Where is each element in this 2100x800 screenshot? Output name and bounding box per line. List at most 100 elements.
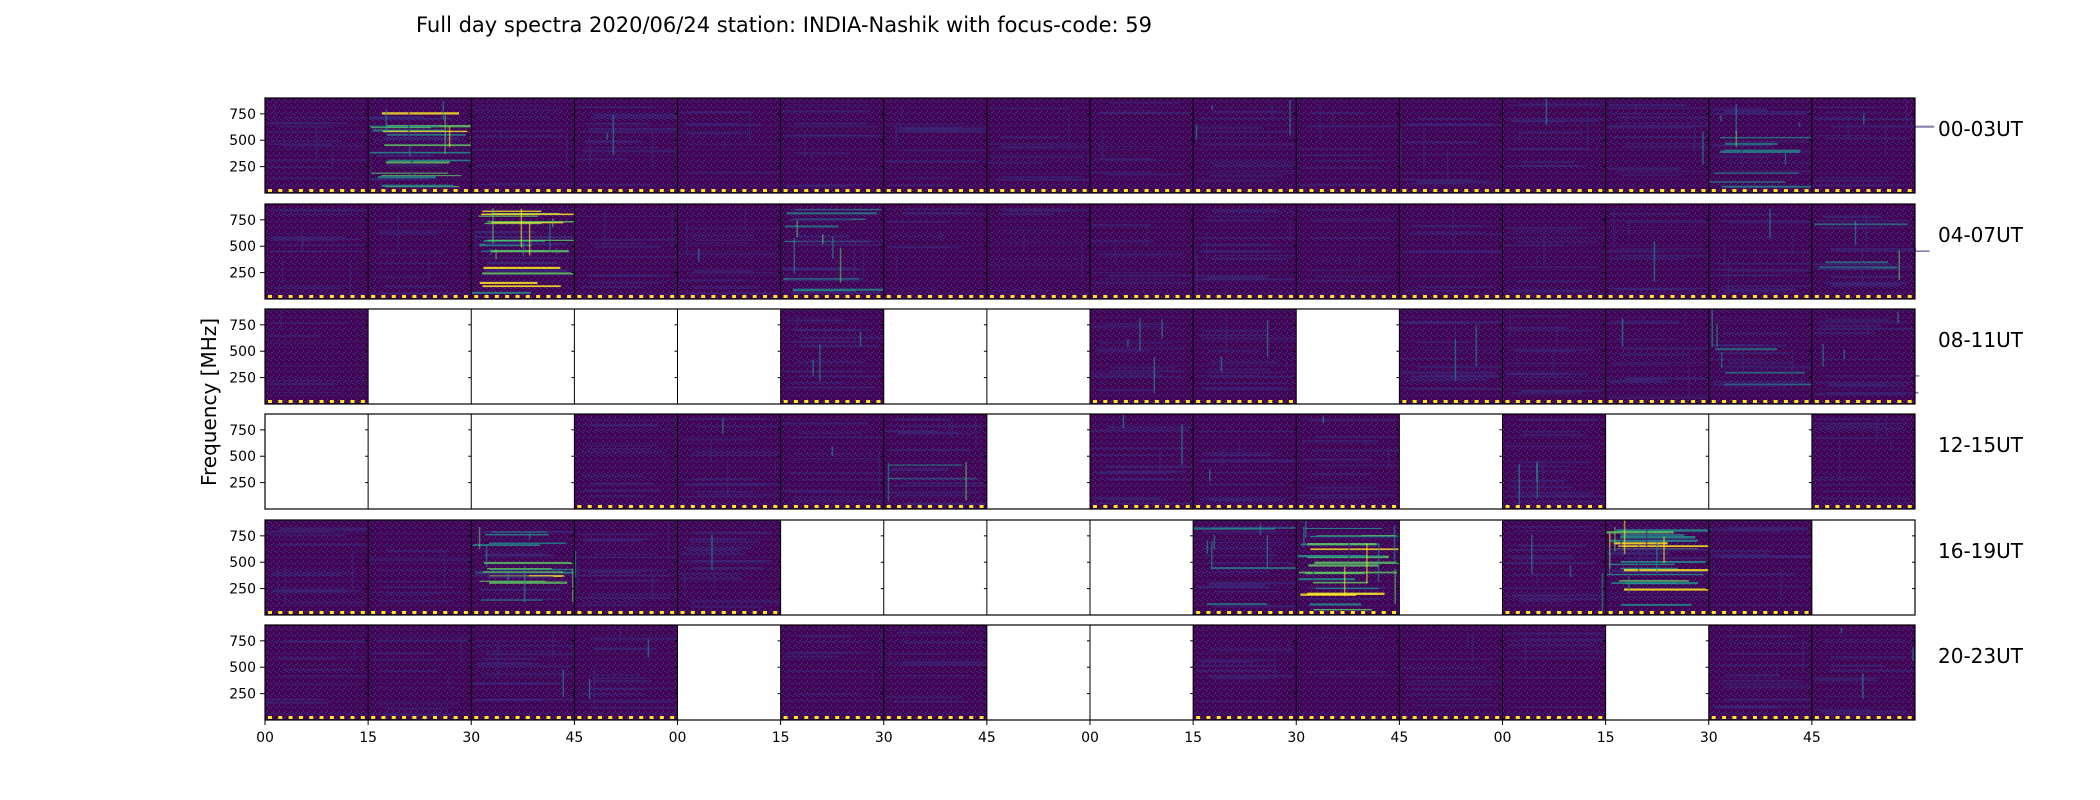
burst-mark <box>1541 460 1544 488</box>
calibration-dot <box>649 189 654 192</box>
calibration-dot <box>1670 400 1675 403</box>
emission-band <box>1505 445 1592 448</box>
calibration-dot <box>1299 611 1304 614</box>
calibration-dot <box>1268 189 1273 192</box>
emission-band <box>1400 371 1497 375</box>
emission-band <box>682 438 756 441</box>
panel-background <box>780 98 884 193</box>
emission-band <box>1819 266 1897 269</box>
panel-background <box>471 414 575 509</box>
emission-band <box>1206 603 1267 606</box>
calibration-dot <box>1309 716 1314 719</box>
empty-panel <box>1398 414 1503 509</box>
emission-band <box>1811 184 1907 186</box>
emission-band <box>282 244 376 246</box>
spectrum-panel <box>1192 309 1303 404</box>
emission-band <box>1625 582 1698 585</box>
emission-band <box>382 130 468 133</box>
burst-mark <box>274 100 276 121</box>
calibration-dot <box>773 295 778 298</box>
burst-mark <box>726 463 729 495</box>
burst-mark <box>604 210 606 248</box>
emission-band <box>1624 378 1717 380</box>
calibration-dot <box>1897 189 1902 192</box>
emission-band <box>786 651 859 653</box>
calibration-dot <box>505 611 510 614</box>
calibration-dot <box>1051 189 1056 192</box>
y-tick-label: 500 <box>229 344 256 360</box>
calibration-dot <box>1196 295 1201 298</box>
emission-band <box>1312 581 1368 584</box>
calibration-dot <box>907 716 912 719</box>
emission-band <box>895 494 965 497</box>
calibration-dot <box>1371 611 1376 614</box>
emission-band <box>474 575 530 577</box>
calibration-dot <box>494 716 499 719</box>
calibration-dot <box>319 189 324 192</box>
emission-band <box>1520 390 1589 392</box>
emission-band <box>1300 555 1384 557</box>
spectra-row <box>264 519 1916 616</box>
emission-band <box>593 553 658 555</box>
calibration-dot <box>1773 400 1778 403</box>
panel-background <box>883 625 987 720</box>
burst-mark <box>1780 570 1782 604</box>
burst-mark <box>1127 339 1129 347</box>
burst-mark <box>667 521 670 551</box>
calibration-dot <box>1577 400 1582 403</box>
emission-band <box>690 606 763 608</box>
panel-background <box>677 625 781 720</box>
calibration-dot <box>536 295 541 298</box>
calibration-dot <box>494 189 499 192</box>
emission-band <box>487 239 580 241</box>
calibration-dot <box>1495 400 1500 403</box>
calibration-dot <box>752 611 757 614</box>
spectrum-panel <box>883 204 990 299</box>
emission-band <box>1815 476 1873 478</box>
burst-mark <box>551 631 554 659</box>
emission-band <box>1610 220 1707 222</box>
emission-band <box>1207 349 1261 352</box>
panel-background <box>265 309 369 404</box>
emission-band <box>1517 418 1599 422</box>
calibration-dot <box>804 189 809 192</box>
emission-band <box>1306 209 1364 212</box>
emission-band <box>1723 698 1826 701</box>
emission-band <box>1505 632 1601 635</box>
calibration-dot <box>1526 611 1531 614</box>
spectrum-panel <box>677 204 786 299</box>
emission-band <box>1507 656 1599 659</box>
emission-band <box>1207 216 1279 218</box>
calibration-dot <box>1526 400 1531 403</box>
emission-band <box>1609 125 1710 128</box>
emission-band <box>487 261 557 265</box>
burst-mark <box>1377 543 1380 583</box>
emission-band <box>1205 541 1287 544</box>
calibration-dot <box>1773 611 1778 614</box>
calibration-dot <box>1453 400 1458 403</box>
emission-band <box>1519 597 1598 601</box>
burst-mark <box>1822 343 1824 367</box>
emission-band <box>277 657 337 660</box>
emission-band <box>1399 357 1468 360</box>
burst-mark <box>1876 416 1878 443</box>
emission-band <box>283 145 366 147</box>
calibration-dot <box>329 295 334 298</box>
emission-band <box>1307 592 1385 596</box>
burst-mark <box>683 572 686 597</box>
emission-band <box>999 208 1062 211</box>
x-tick-label: 00 <box>1494 730 1512 746</box>
calibration-dot <box>484 716 489 719</box>
emission-band <box>1515 492 1594 495</box>
emission-band <box>1416 341 1471 344</box>
emission-band <box>588 673 640 676</box>
calibration-dot <box>443 611 448 614</box>
calibration-dot <box>556 189 561 192</box>
spectrum-panel <box>1295 625 1412 720</box>
emission-band <box>383 713 454 717</box>
burst-mark <box>1702 131 1704 165</box>
calibration-dot <box>433 611 437 614</box>
emission-band <box>1814 265 1911 268</box>
calibration-dot <box>556 716 561 719</box>
calibration-dot <box>1639 611 1644 614</box>
